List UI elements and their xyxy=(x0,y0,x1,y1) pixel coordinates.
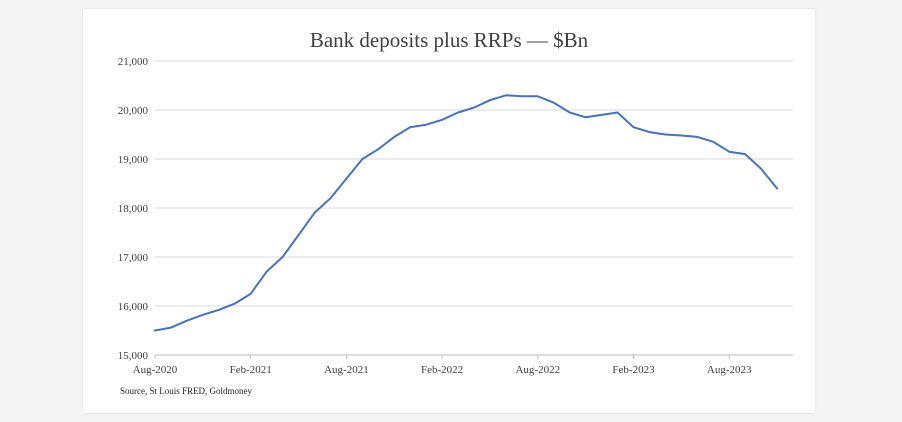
data-point xyxy=(201,313,204,316)
x-axis: Aug-2020 Feb-2021 Aug-2021 Feb-2022 Aug-2022… xyxy=(133,354,793,376)
data-point xyxy=(696,136,699,138)
data-point xyxy=(568,111,571,114)
data-point xyxy=(329,197,332,200)
y-tick-label: 18,000 xyxy=(118,203,149,215)
y-axis: 15,000 16,000 17,000 18,000 19,000 20,000 21,0… xyxy=(118,56,149,362)
data-point xyxy=(425,123,428,126)
data-point xyxy=(760,167,762,170)
data-point xyxy=(505,94,507,97)
data-point xyxy=(345,177,348,180)
data-point xyxy=(552,101,555,104)
series-group xyxy=(154,94,778,332)
data-point xyxy=(217,309,220,311)
y-tick-label: 20,000 xyxy=(118,105,149,117)
x-tick-label: Aug-2020 xyxy=(133,364,178,376)
data-point xyxy=(170,326,172,329)
x-tick-label: Feb-2023 xyxy=(612,364,655,376)
data-point xyxy=(233,302,236,305)
x-tick-label: Aug-2022 xyxy=(515,364,560,376)
data-point xyxy=(489,99,491,102)
data-point xyxy=(441,118,443,121)
chart-card: Bank deposits plus RRPs — $Bn 15,000 16,0… xyxy=(83,9,815,413)
data-point xyxy=(664,133,667,136)
y-tick-label: 21,000 xyxy=(118,56,149,68)
data-point xyxy=(728,150,731,153)
data-point xyxy=(584,116,587,119)
data-point xyxy=(600,114,603,116)
data-point xyxy=(457,111,459,114)
line-chart: Bank deposits plus RRPs — $Bn 15,000 16,0… xyxy=(118,28,793,396)
data-point xyxy=(616,111,619,114)
source-note: Source, St Louis FRED, Goldmoney xyxy=(120,386,252,396)
data-point xyxy=(377,148,380,151)
data-point xyxy=(632,126,635,129)
data-point xyxy=(680,134,683,137)
data-point xyxy=(186,319,188,322)
data-point xyxy=(776,187,778,190)
data-point xyxy=(473,106,475,109)
x-tick-label: Feb-2022 xyxy=(421,364,463,376)
data-point xyxy=(265,270,268,273)
data-point xyxy=(648,131,651,133)
gridlines xyxy=(155,60,793,307)
chart-title: Bank deposits plus RRPs — $Bn xyxy=(310,28,589,52)
data-point xyxy=(154,329,156,332)
data-point xyxy=(536,95,539,98)
data-point xyxy=(520,95,523,98)
data-point xyxy=(712,140,715,143)
data-point xyxy=(313,212,316,214)
data-point xyxy=(744,153,747,156)
data-point xyxy=(281,256,284,258)
data-point xyxy=(297,234,300,236)
y-tick-label: 15,000 xyxy=(118,350,149,362)
x-tick-label: Feb-2021 xyxy=(230,364,272,376)
data-point xyxy=(249,292,252,295)
data-point xyxy=(393,136,396,138)
data-point xyxy=(409,126,412,129)
x-tick-label: Aug-2021 xyxy=(324,364,369,376)
data-point xyxy=(361,158,364,160)
y-tick-label: 17,000 xyxy=(118,252,149,264)
series-line xyxy=(154,94,778,332)
y-tick-label: 16,000 xyxy=(118,301,149,313)
x-tick-label: Aug-2023 xyxy=(707,364,752,376)
y-tick-label: 19,000 xyxy=(118,154,149,166)
